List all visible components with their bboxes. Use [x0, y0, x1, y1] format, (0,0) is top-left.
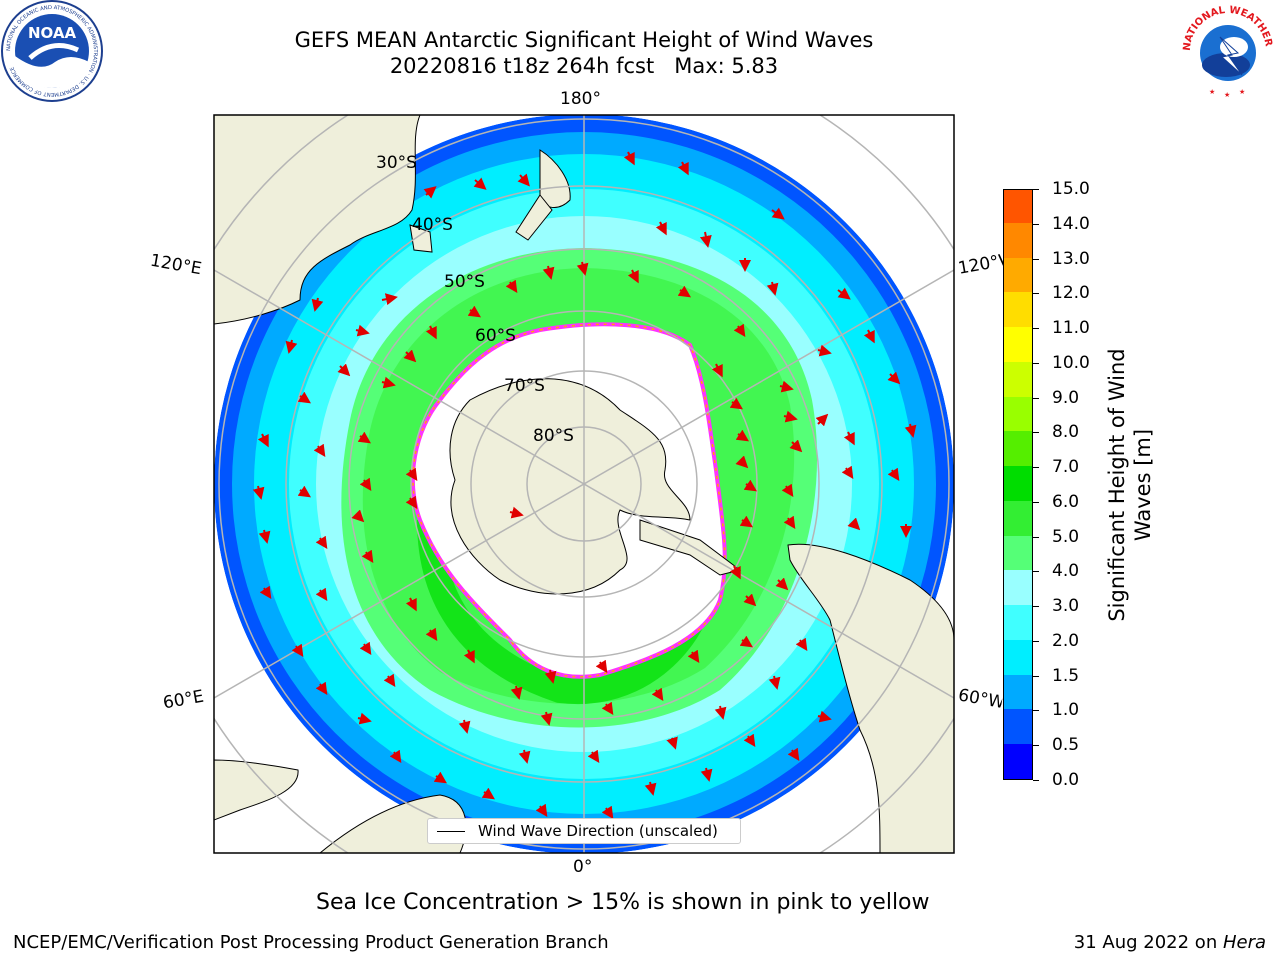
colorbar-tick-label: 11.0 — [1052, 318, 1090, 339]
colorbar-segment — [1004, 743, 1032, 779]
colorbar-tick-mark — [1033, 501, 1039, 503]
colorbar-tick-mark — [1033, 362, 1039, 364]
map-border — [213, 114, 955, 854]
lat-label-60: 60°S — [475, 326, 516, 346]
colorbar-tick-mark — [1033, 780, 1039, 781]
colorbar-segment — [1004, 569, 1032, 606]
colorbar-tick-mark — [1033, 745, 1039, 747]
colorbar-segment — [1004, 604, 1032, 640]
map-subtitle: 20220816 t18z 264h fcst Max: 5.83 — [389, 54, 779, 78]
colorbar-segment — [1004, 256, 1032, 293]
svg-text:★: ★ — [1239, 88, 1245, 96]
footer-host: Hera — [1222, 932, 1266, 953]
legend-label: Wind Wave Direction (unscaled) — [478, 822, 718, 840]
colorbar-tick-label: 13.0 — [1052, 248, 1090, 269]
colorbar-segment — [1004, 708, 1032, 745]
graticule — [214, 115, 954, 853]
colorbar-tick-label: 2.0 — [1052, 630, 1080, 651]
colorbar-tick-mark — [1033, 710, 1039, 712]
colorbar-tick-label: 10.0 — [1052, 352, 1090, 373]
map-title: GEFS MEAN Antarctic Significant Height o… — [294, 28, 874, 52]
lat-label-70: 70°S — [504, 376, 545, 396]
colorbar-tick-mark — [1033, 571, 1039, 573]
colorbar — [1003, 189, 1033, 780]
noaa-logo-text: NOAA — [28, 24, 77, 42]
sea-ice-caption: Sea Ice Concentration > 15% is shown in … — [316, 890, 930, 915]
latitude-labels: 30°S 40°S 50°S 60°S 70°S 80°S — [376, 153, 574, 446]
lat-label-40: 40°S — [412, 215, 453, 235]
colorbar-tick-mark — [1033, 536, 1039, 538]
colorbar-tick-mark — [1033, 397, 1039, 399]
colorbar-segment — [1004, 465, 1032, 501]
footer-credit: NCEP/EMC/Verification Post Processing Pr… — [13, 932, 609, 953]
nws-logo: NATIONAL WEATHER SERVICE ★★★ — [1178, 1, 1276, 99]
footer-date: 31 Aug 2022 on Hera — [1074, 932, 1266, 953]
colorbar-tick-label: 5.0 — [1052, 526, 1080, 547]
colorbar-tick-mark — [1033, 189, 1039, 190]
colorbar-tick-mark — [1033, 432, 1039, 434]
colorbar-segment — [1004, 430, 1032, 467]
colorbar-tick-mark — [1033, 467, 1039, 469]
colorbar-tick-label: 6.0 — [1052, 491, 1080, 512]
lat-label-80: 80°S — [533, 426, 574, 446]
colorbar-tick-label: 15.0 — [1052, 179, 1090, 199]
colorbar-tick-mark — [1033, 258, 1039, 260]
lon-label-0: 0° — [573, 857, 593, 877]
colorbar-segment — [1004, 396, 1032, 432]
svg-text:★: ★ — [1224, 91, 1230, 99]
lat-label-50: 50°S — [444, 272, 485, 292]
colorbar-tick-label: 9.0 — [1052, 387, 1080, 408]
colorbar-tick-mark — [1033, 640, 1039, 642]
colorbar-segment — [1004, 222, 1032, 258]
colorbar-segment — [1004, 674, 1032, 710]
footer-date-text: 31 Aug 2022 on — [1073, 932, 1223, 953]
lon-label-180: 180° — [560, 89, 601, 109]
colorbar-tick-mark — [1033, 606, 1039, 608]
colorbar-tick-mark — [1033, 223, 1039, 225]
colorbar-tick-mark — [1033, 328, 1039, 330]
colorbar-tick-label: 0.0 — [1052, 770, 1080, 790]
colorbar-tick-mark — [1033, 675, 1039, 677]
legend-line-swatch — [437, 831, 465, 832]
colorbar-tick-label: 8.0 — [1052, 422, 1080, 443]
colorbar-tick-label: 12.0 — [1052, 283, 1090, 304]
colorbar-segment — [1004, 361, 1032, 397]
colorbar-tick-label: 4.0 — [1052, 561, 1080, 582]
colorbar-segment — [1004, 639, 1032, 675]
colorbar-segment — [1004, 291, 1032, 328]
svg-text:★: ★ — [1209, 88, 1215, 96]
colorbar-tick-label: 1.5 — [1052, 665, 1080, 686]
lat-label-30: 30°S — [376, 153, 417, 173]
colorbar-segment — [1004, 535, 1032, 571]
colorbar-tick-label: 14.0 — [1052, 213, 1090, 234]
colorbar-segment — [1004, 326, 1032, 362]
colorbar-tick-label: 0.5 — [1052, 735, 1080, 756]
noaa-logo: NOAA NATIONAL OCEANIC AND ATMOSPHERIC AD… — [1, 0, 103, 102]
colorbar-tick-label: 1.0 — [1052, 700, 1080, 721]
colorbar-tick-label: 7.0 — [1052, 457, 1080, 478]
wind-wave-arrows — [252, 151, 917, 819]
colorbar-tick-label: 3.0 — [1052, 596, 1080, 617]
colorbar-title: Significant Height of Wind Waves [m] — [1105, 348, 1155, 622]
colorbar-tick-mark — [1033, 293, 1039, 295]
colorbar-segment — [1004, 190, 1032, 223]
map-legend: Wind Wave Direction (unscaled) — [427, 818, 741, 844]
colorbar-segment — [1004, 500, 1032, 536]
